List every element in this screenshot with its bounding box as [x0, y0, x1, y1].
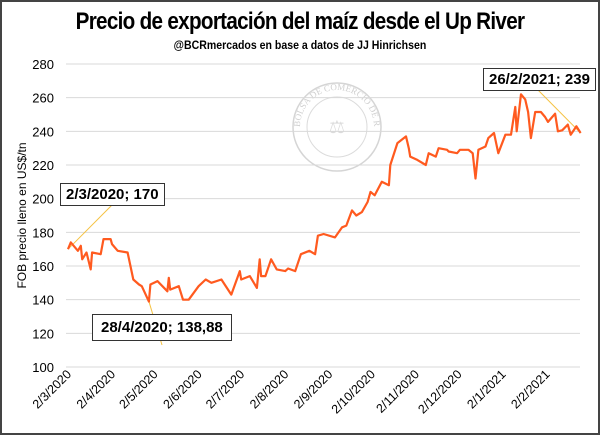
x-tick-label: 2/8/2020 — [247, 367, 291, 411]
x-tick-label: 2/10/2020 — [329, 367, 378, 416]
x-tick-label: 2/5/2020 — [116, 367, 160, 411]
x-tick-label: 2/4/2020 — [74, 367, 118, 411]
x-tick-label: 2/7/2020 — [203, 367, 247, 411]
annotation-leader-line — [537, 89, 581, 134]
chart-subtitle: @BCRmercados en base a datos de JJ Hinri… — [173, 38, 427, 52]
y-tick-label: 220 — [32, 158, 54, 173]
y-axis-title: FOB precio lleno en US$/tn — [15, 142, 29, 288]
y-tick-label: 120 — [32, 326, 54, 341]
annotation-start: 2/3/2020; 170 — [60, 183, 165, 206]
price-line — [66, 93, 582, 303]
seal-outer-ring — [292, 82, 382, 172]
watermark-seal: BOLSA DE COMERCIO DE ROSARIO⚖ — [2, 2, 382, 172]
y-tick-label: 200 — [32, 192, 54, 207]
y-tick-label: 240 — [32, 124, 54, 139]
scales-icon: ⚖ — [329, 117, 345, 137]
y-tick-label: 280 — [32, 57, 54, 72]
annotation-min: 28/4/2020; 138,88 — [92, 314, 232, 341]
y-tick-label: 260 — [32, 91, 54, 106]
x-tick-label: 2/2/2021 — [508, 367, 552, 411]
y-tick-label: 100 — [32, 360, 54, 375]
x-tick-label: 2/1/2021 — [464, 367, 508, 411]
y-tick-label: 180 — [32, 225, 54, 240]
x-tick-label: 2/12/2020 — [415, 367, 464, 416]
seal-inner-ring — [306, 96, 368, 158]
x-tick-label: 2/9/2020 — [291, 367, 335, 411]
seal-text: BOLSA DE COMERCIO DE ROSARIO — [2, 2, 382, 127]
annotation-end: 26/2/2021; 239 — [483, 68, 596, 91]
y-tick-label: 140 — [32, 293, 54, 308]
x-tick-label: 2/11/2020 — [373, 367, 422, 416]
x-tick-label: 2/6/2020 — [160, 367, 204, 411]
y-tick-label: 160 — [32, 259, 54, 274]
annotation-leader-line — [67, 204, 113, 250]
seal-textpath: BOLSA DE COMERCIO DE ROSARIO — [2, 2, 382, 127]
chart-title: Precio de exportación del maíz desde el … — [75, 8, 525, 35]
